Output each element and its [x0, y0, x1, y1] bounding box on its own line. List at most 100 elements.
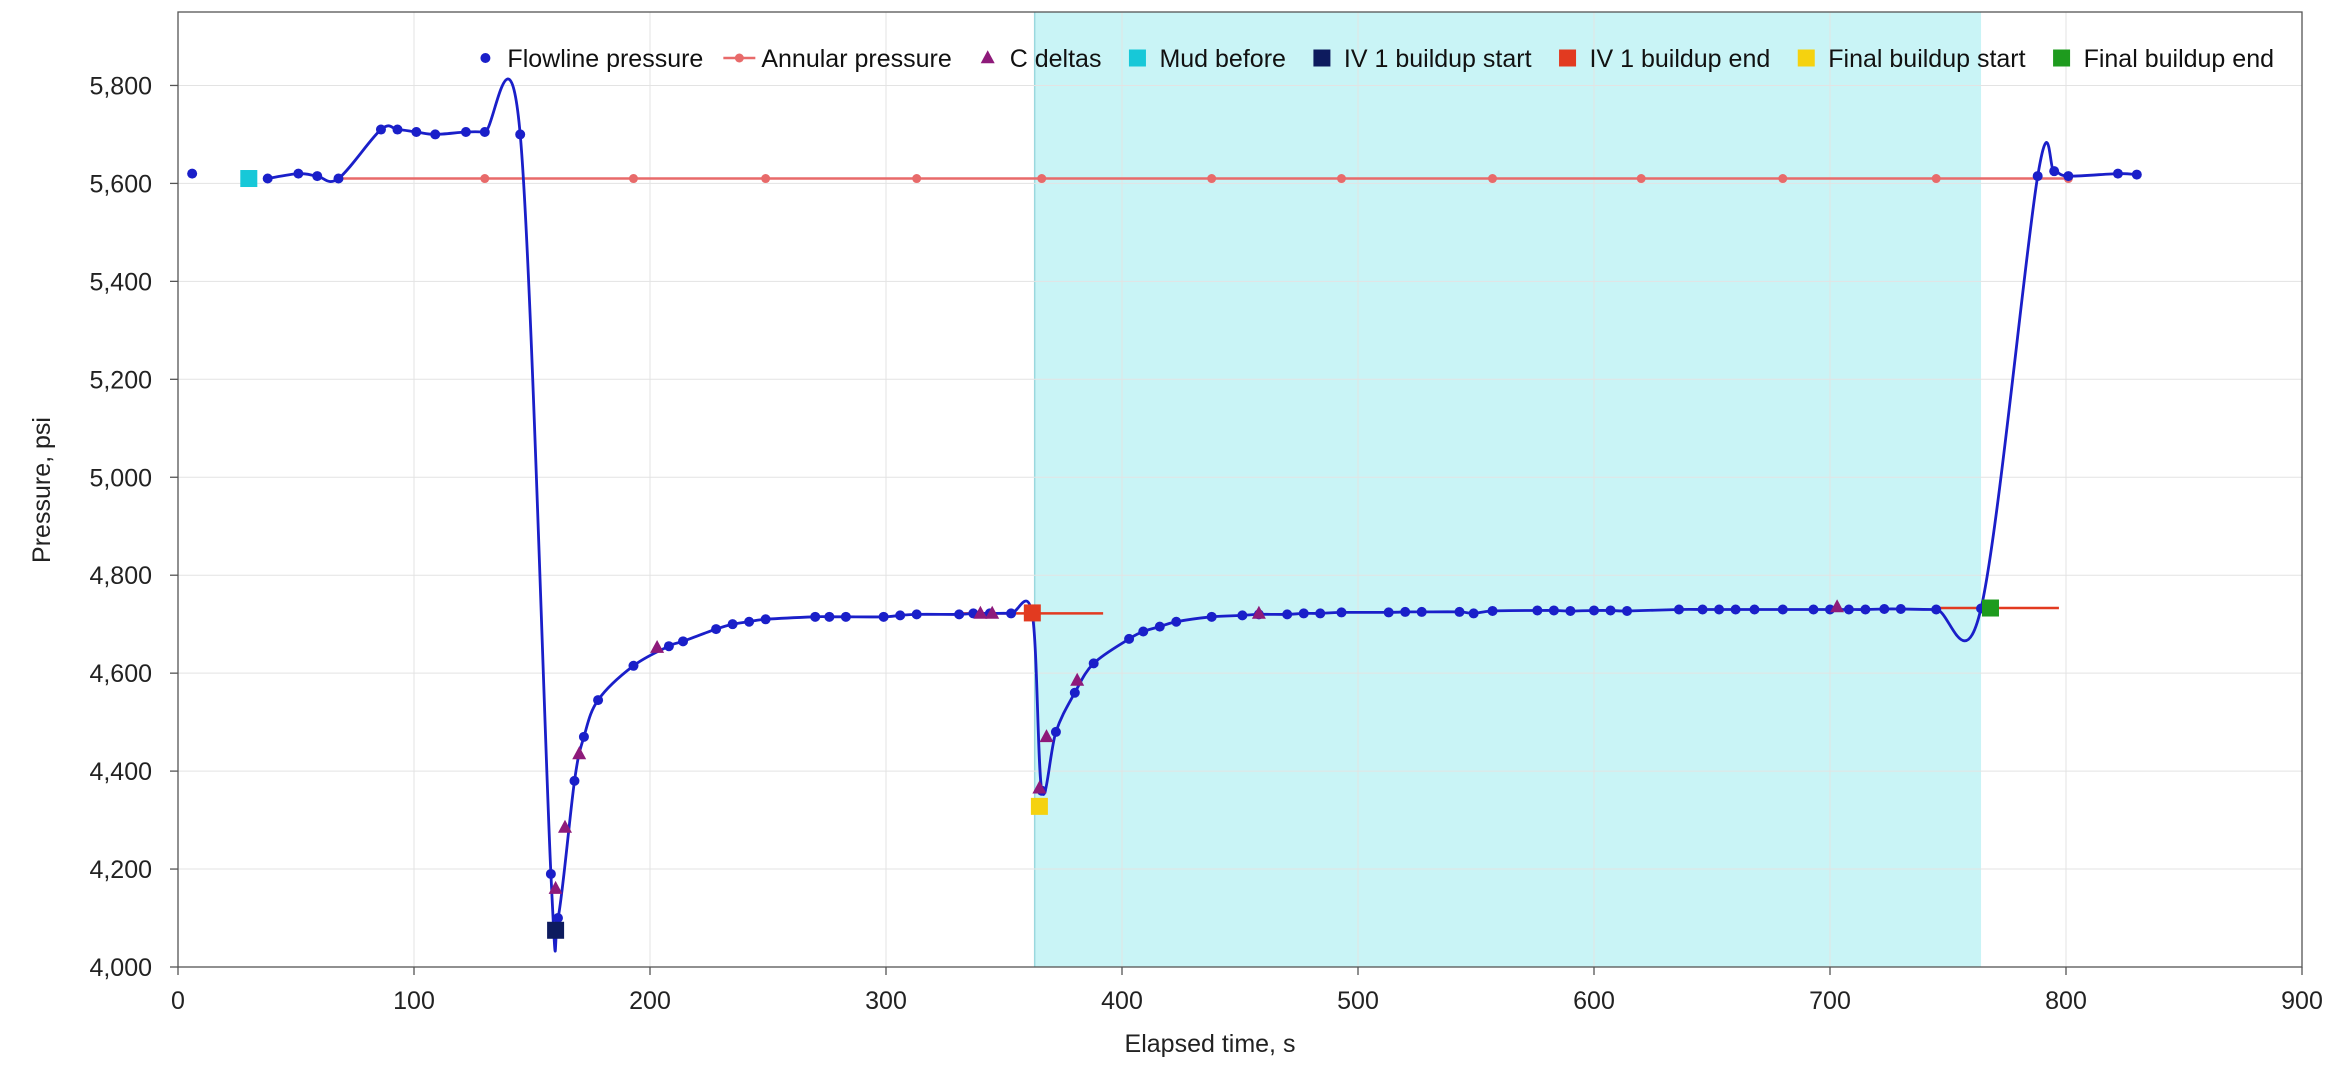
x-tick-label: 100 — [393, 987, 435, 1015]
x-axis-title: Elapsed time, s — [1125, 1030, 1296, 1058]
data-point — [1777, 604, 1788, 615]
y-tick-label: 5,800 — [89, 72, 152, 100]
data-point — [1605, 605, 1616, 616]
x-tick-label: 300 — [865, 987, 907, 1015]
data-point — [558, 819, 572, 833]
data-point — [2049, 166, 2060, 177]
data-point — [1843, 604, 1854, 615]
data-point — [1237, 610, 1248, 621]
data-point — [1039, 729, 1054, 743]
data-point — [479, 126, 490, 137]
data-point — [1032, 780, 1047, 794]
data-point — [1171, 616, 1182, 627]
legend-marker — [2053, 49, 2071, 67]
y-tick-label: 4,400 — [89, 758, 152, 786]
shaded-region — [1034, 12, 1982, 967]
data-point — [824, 611, 835, 622]
data-point — [240, 170, 258, 188]
data-point — [1282, 609, 1293, 620]
y-tick-label: 5,400 — [89, 268, 152, 296]
x-tick-label: 400 — [1101, 987, 1143, 1015]
legend-label: Mud before — [1159, 45, 1285, 73]
data-point — [1488, 174, 1498, 184]
y-tick-label: 4,600 — [89, 660, 152, 688]
plot-area-frame — [177, 11, 2303, 968]
data-point — [187, 168, 198, 179]
data-point — [1154, 621, 1165, 632]
data-point — [1124, 633, 1135, 644]
x-tick-label: 0 — [171, 987, 185, 1015]
data-point — [552, 913, 563, 924]
data-point — [593, 695, 604, 706]
legend-item: Flowline pressure — [480, 45, 703, 73]
y-tick-label: 5,600 — [89, 170, 152, 198]
data-point — [810, 611, 821, 622]
data-point — [333, 173, 344, 184]
data-point — [1895, 603, 1906, 614]
data-point — [1023, 604, 1041, 622]
data-point — [1336, 174, 1346, 184]
data-point — [954, 609, 965, 620]
data-point — [1589, 605, 1599, 616]
x-tick-label: 500 — [1337, 987, 1379, 1015]
legend-label: IV 1 buildup start — [1344, 45, 1532, 73]
data-point — [1636, 174, 1646, 184]
data-point — [1778, 174, 1788, 184]
data-point — [1548, 605, 1559, 616]
data-point — [547, 921, 565, 939]
legend-item: IV 1 buildup start — [1313, 45, 1532, 73]
data-point — [1714, 604, 1725, 615]
data-point — [628, 174, 638, 184]
data-point — [1673, 604, 1684, 615]
data-point — [1622, 605, 1633, 616]
data-point — [628, 660, 639, 671]
data-point — [375, 124, 386, 135]
data-point — [727, 619, 738, 630]
legend-marker — [980, 50, 995, 64]
data-point — [1981, 599, 1999, 617]
legend-marker — [480, 53, 491, 63]
data-point — [985, 605, 1000, 619]
legend-item: C deltas — [980, 45, 1102, 73]
data-point — [392, 124, 403, 135]
legend-marker — [1128, 49, 1146, 67]
y-tick-label: 5,000 — [89, 464, 152, 492]
data-point — [973, 605, 988, 619]
data-point — [578, 731, 589, 742]
series-final-buildup-start — [1030, 797, 1048, 815]
data-point — [1830, 599, 1845, 613]
data-point — [515, 129, 526, 140]
legend-label: C deltas — [1010, 45, 1102, 73]
x-tick-label: 600 — [1573, 987, 1615, 1015]
data-point — [2063, 171, 2074, 182]
legend-label: Flowline pressure — [507, 45, 703, 73]
data-point — [912, 174, 922, 184]
legend-item: Final buildup end — [2053, 45, 2274, 73]
data-point — [1879, 603, 1890, 614]
data-point — [2032, 171, 2043, 182]
data-point — [2112, 168, 2123, 179]
legend-item: Final buildup start — [1797, 45, 2026, 73]
data-point — [1298, 608, 1309, 619]
legend-marker — [734, 53, 744, 63]
data-point — [1207, 174, 1217, 184]
y-tick-label: 4,200 — [89, 856, 152, 884]
legend-label: IV 1 buildup end — [1590, 45, 1771, 73]
data-point — [548, 880, 563, 894]
data-point — [480, 174, 490, 184]
data-point — [1138, 626, 1149, 637]
data-point — [761, 174, 771, 184]
data-point — [711, 624, 722, 635]
legend-item: IV 1 buildup end — [1559, 45, 1770, 73]
y-axis-title: Pressure, psi — [28, 417, 56, 563]
data-point — [1487, 605, 1498, 616]
data-point — [293, 168, 304, 179]
data-point — [760, 614, 771, 625]
data-point — [1050, 726, 1061, 737]
data-point — [678, 636, 689, 647]
data-point — [430, 129, 441, 140]
data-point — [1931, 174, 1941, 184]
series-final-buildup-end — [1981, 599, 1999, 617]
data-point — [1336, 607, 1347, 618]
